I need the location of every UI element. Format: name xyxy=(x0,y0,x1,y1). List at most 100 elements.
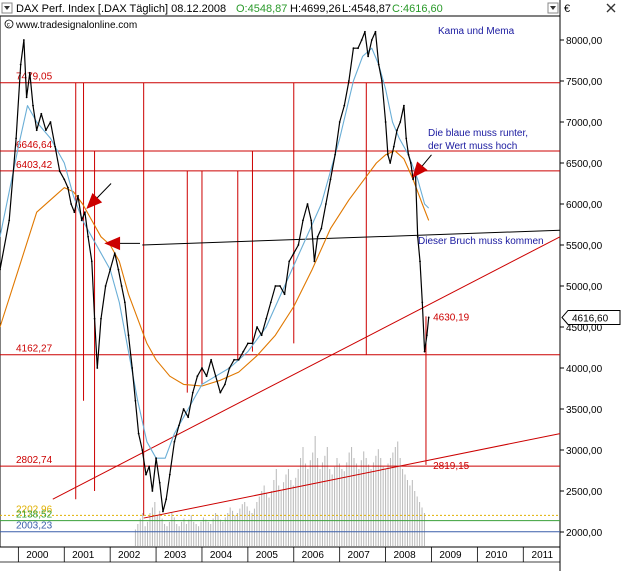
dax-price-point xyxy=(251,342,254,345)
arrow-head xyxy=(412,161,428,178)
trend-lines xyxy=(52,229,561,519)
dax-price-point xyxy=(191,391,194,394)
support-trendline-2 xyxy=(143,433,561,519)
y-tick-label: 7500,00 xyxy=(566,77,603,88)
dax-price-point xyxy=(407,153,410,156)
dax-price-point xyxy=(246,342,249,345)
dax-price-point xyxy=(0,268,1,271)
dax-price-line xyxy=(0,31,430,513)
dax-price-point xyxy=(45,129,47,132)
dax-price-point xyxy=(357,47,359,50)
copyright-icon: c xyxy=(4,19,14,29)
dax-price-point xyxy=(381,80,383,82)
dax-price-point xyxy=(279,285,281,287)
dax-price-point xyxy=(274,285,277,287)
x-tick-label: 2004 xyxy=(210,550,233,561)
dax-price-point xyxy=(338,121,341,123)
dax-price-point xyxy=(58,170,61,173)
annotation-note-1-line2: der Wert muss hoch xyxy=(428,141,517,152)
dax-price-point xyxy=(104,285,107,287)
y-tick-label: 2500,00 xyxy=(566,487,603,498)
y-tick-label: 6500,00 xyxy=(566,159,603,170)
dax-price-point xyxy=(224,383,226,386)
dax-price-point xyxy=(306,203,309,205)
dax-price-point xyxy=(67,186,69,189)
dax-price-point xyxy=(151,490,154,492)
dax-price-point xyxy=(334,153,336,156)
level-label: 6646,64 xyxy=(16,140,53,151)
dax-price-point xyxy=(329,178,332,181)
dax-price-point xyxy=(28,71,31,74)
dax-price-point xyxy=(370,39,373,41)
dax-price-point xyxy=(120,285,123,287)
dax-price-point xyxy=(49,121,52,123)
dax-price-point xyxy=(113,252,116,255)
dax-price-point xyxy=(90,260,93,263)
level-label: 2003,23 xyxy=(16,521,53,532)
x-tick-label: 2010 xyxy=(485,550,508,561)
level-label: 4162,27 xyxy=(16,344,53,355)
dax-price-point xyxy=(403,104,405,107)
dax-price-point xyxy=(412,178,415,181)
close-icon[interactable] xyxy=(606,3,616,13)
dax-price-point xyxy=(425,334,428,337)
vertical-marker-lines xyxy=(75,82,427,516)
svg-text:c: c xyxy=(7,23,10,29)
dax-price-point xyxy=(15,137,17,140)
dax-price-point xyxy=(40,112,43,115)
dax-price-point xyxy=(137,432,140,435)
dax-price-point xyxy=(93,317,96,320)
x-tick-label: 2002 xyxy=(118,550,141,561)
dax-price-point xyxy=(173,440,176,443)
dax-price-point xyxy=(214,375,217,378)
dax-price-point xyxy=(364,30,366,33)
dax-price-point xyxy=(302,219,304,222)
dax-price-point xyxy=(178,424,180,427)
dax-price-point xyxy=(233,358,235,361)
dax-price-point xyxy=(158,481,161,484)
last-price-badge: 4616,60 xyxy=(561,309,621,325)
x-tick-label: 2006 xyxy=(302,550,325,561)
dax-price-point xyxy=(283,293,286,296)
value-labels: 4630,19 2819,15 xyxy=(433,312,470,472)
dax-price-point xyxy=(148,465,151,468)
dax-price-point xyxy=(134,399,137,402)
support-trendline-1 xyxy=(52,236,561,500)
dax-price-point xyxy=(32,104,34,107)
dax-price-point xyxy=(87,235,90,238)
dax-price-point xyxy=(127,334,130,337)
arrow-head xyxy=(104,236,121,251)
dax-price-point xyxy=(367,55,370,58)
dax-price-point xyxy=(22,39,25,41)
dax-price-point xyxy=(352,47,355,50)
y-tick-label: 3000,00 xyxy=(566,446,603,457)
dax-price-point xyxy=(187,416,190,419)
chart-title: DAX Perf. Index [.DAX Täglich] 08.12.200… xyxy=(16,3,226,15)
mema-line xyxy=(0,47,430,459)
x-tick-label: 2008 xyxy=(393,550,416,561)
ohlc-low: L:4548,87 xyxy=(342,3,391,15)
ohlc-high: H:4699,26 xyxy=(290,3,341,15)
red-arrow-2 xyxy=(104,236,140,251)
dax-price-point xyxy=(269,301,272,304)
red-arrow-3 xyxy=(412,154,432,178)
dax-price-point xyxy=(73,211,76,214)
dax-price-point xyxy=(117,268,120,271)
dax-price-point xyxy=(219,391,222,394)
currency-symbol: € xyxy=(564,3,570,15)
dax-price-point xyxy=(399,121,402,123)
dax-price-point xyxy=(80,219,83,222)
ohlc-close: C:4616,60 xyxy=(392,3,443,15)
dax-price-point xyxy=(210,358,213,361)
dax-price-point xyxy=(316,235,319,238)
dax-price-point xyxy=(384,121,387,123)
header-dropdown-icon[interactable] xyxy=(1,2,13,14)
dax-price-point xyxy=(70,203,73,205)
dax-price-point xyxy=(297,244,300,246)
y-tick-label: 7000,00 xyxy=(566,118,603,129)
header-settings-icon[interactable] xyxy=(547,2,559,14)
x-tick-label: 2001 xyxy=(72,550,95,561)
dax-price-point xyxy=(292,252,295,255)
dax-price-point xyxy=(131,367,134,369)
